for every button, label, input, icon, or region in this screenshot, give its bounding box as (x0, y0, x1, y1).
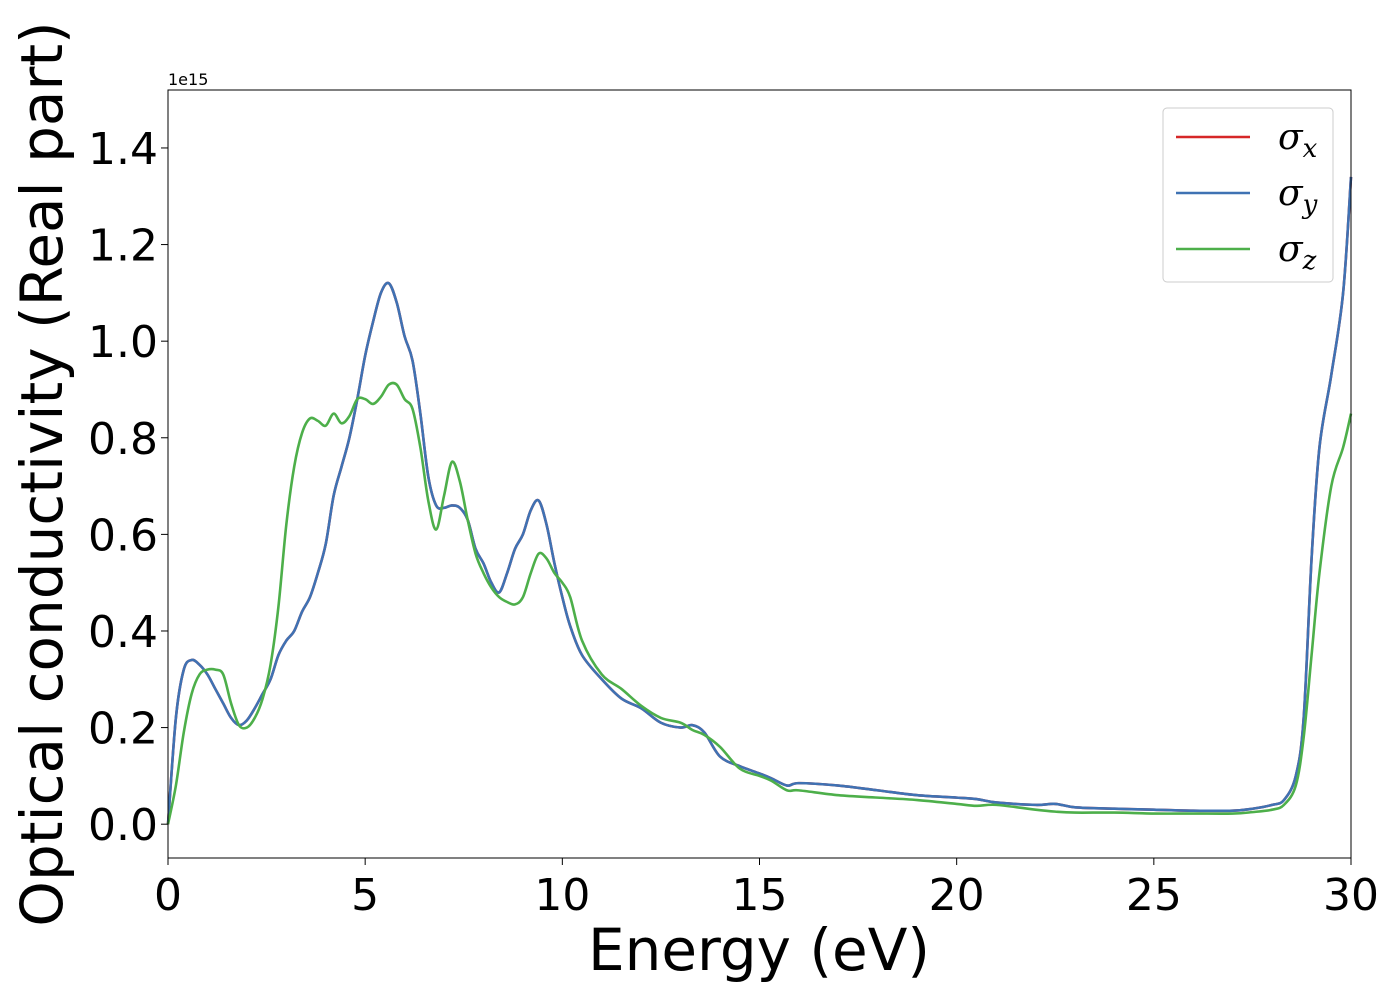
x-axis-ticks: 0 5 10 15 20 25 30 (154, 858, 1379, 921)
y-tick-label: 0.6 (88, 510, 158, 561)
series-line-z (166, 381, 1353, 825)
y-tick-label: 0.2 (88, 704, 158, 755)
x-tick-label: 20 (929, 870, 985, 921)
legend-box (1162, 107, 1334, 283)
legend-subscript-z: z (1302, 246, 1317, 276)
x-tick-label: 0 (154, 870, 182, 921)
plot-background (168, 90, 1351, 858)
y-tick-label: 0.0 (88, 800, 158, 851)
y-tick-label: 1.0 (88, 317, 158, 368)
y-tick-label: 0.8 (88, 414, 158, 465)
series-line-y (166, 176, 1353, 825)
x-tick-label: 25 (1126, 870, 1182, 921)
y-tick-label: 1.4 (88, 124, 158, 175)
series-layer (166, 176, 1353, 825)
x-tick-label: 30 (1323, 870, 1379, 921)
x-tick-label: 10 (534, 870, 590, 921)
x-axis-title: Energy (eV) (588, 916, 930, 984)
y-offset-label: 1e15 (168, 70, 208, 89)
legend-subscript-y: y (1302, 190, 1318, 220)
y-axis-ticks: 0.0 0.2 0.4 0.6 0.8 1.0 1.2 1.4 (88, 124, 168, 851)
legend-subscript-x: x (1303, 134, 1318, 164)
legend-label-y: σy (1278, 173, 1318, 220)
y-axis-title: Optical conductivity (Real part) (8, 21, 76, 926)
y-tick-label: 1.2 (88, 221, 158, 272)
y-tick-label: 0.4 (88, 607, 158, 658)
x-tick-label: 5 (351, 870, 379, 921)
x-tick-label: 15 (732, 870, 788, 921)
